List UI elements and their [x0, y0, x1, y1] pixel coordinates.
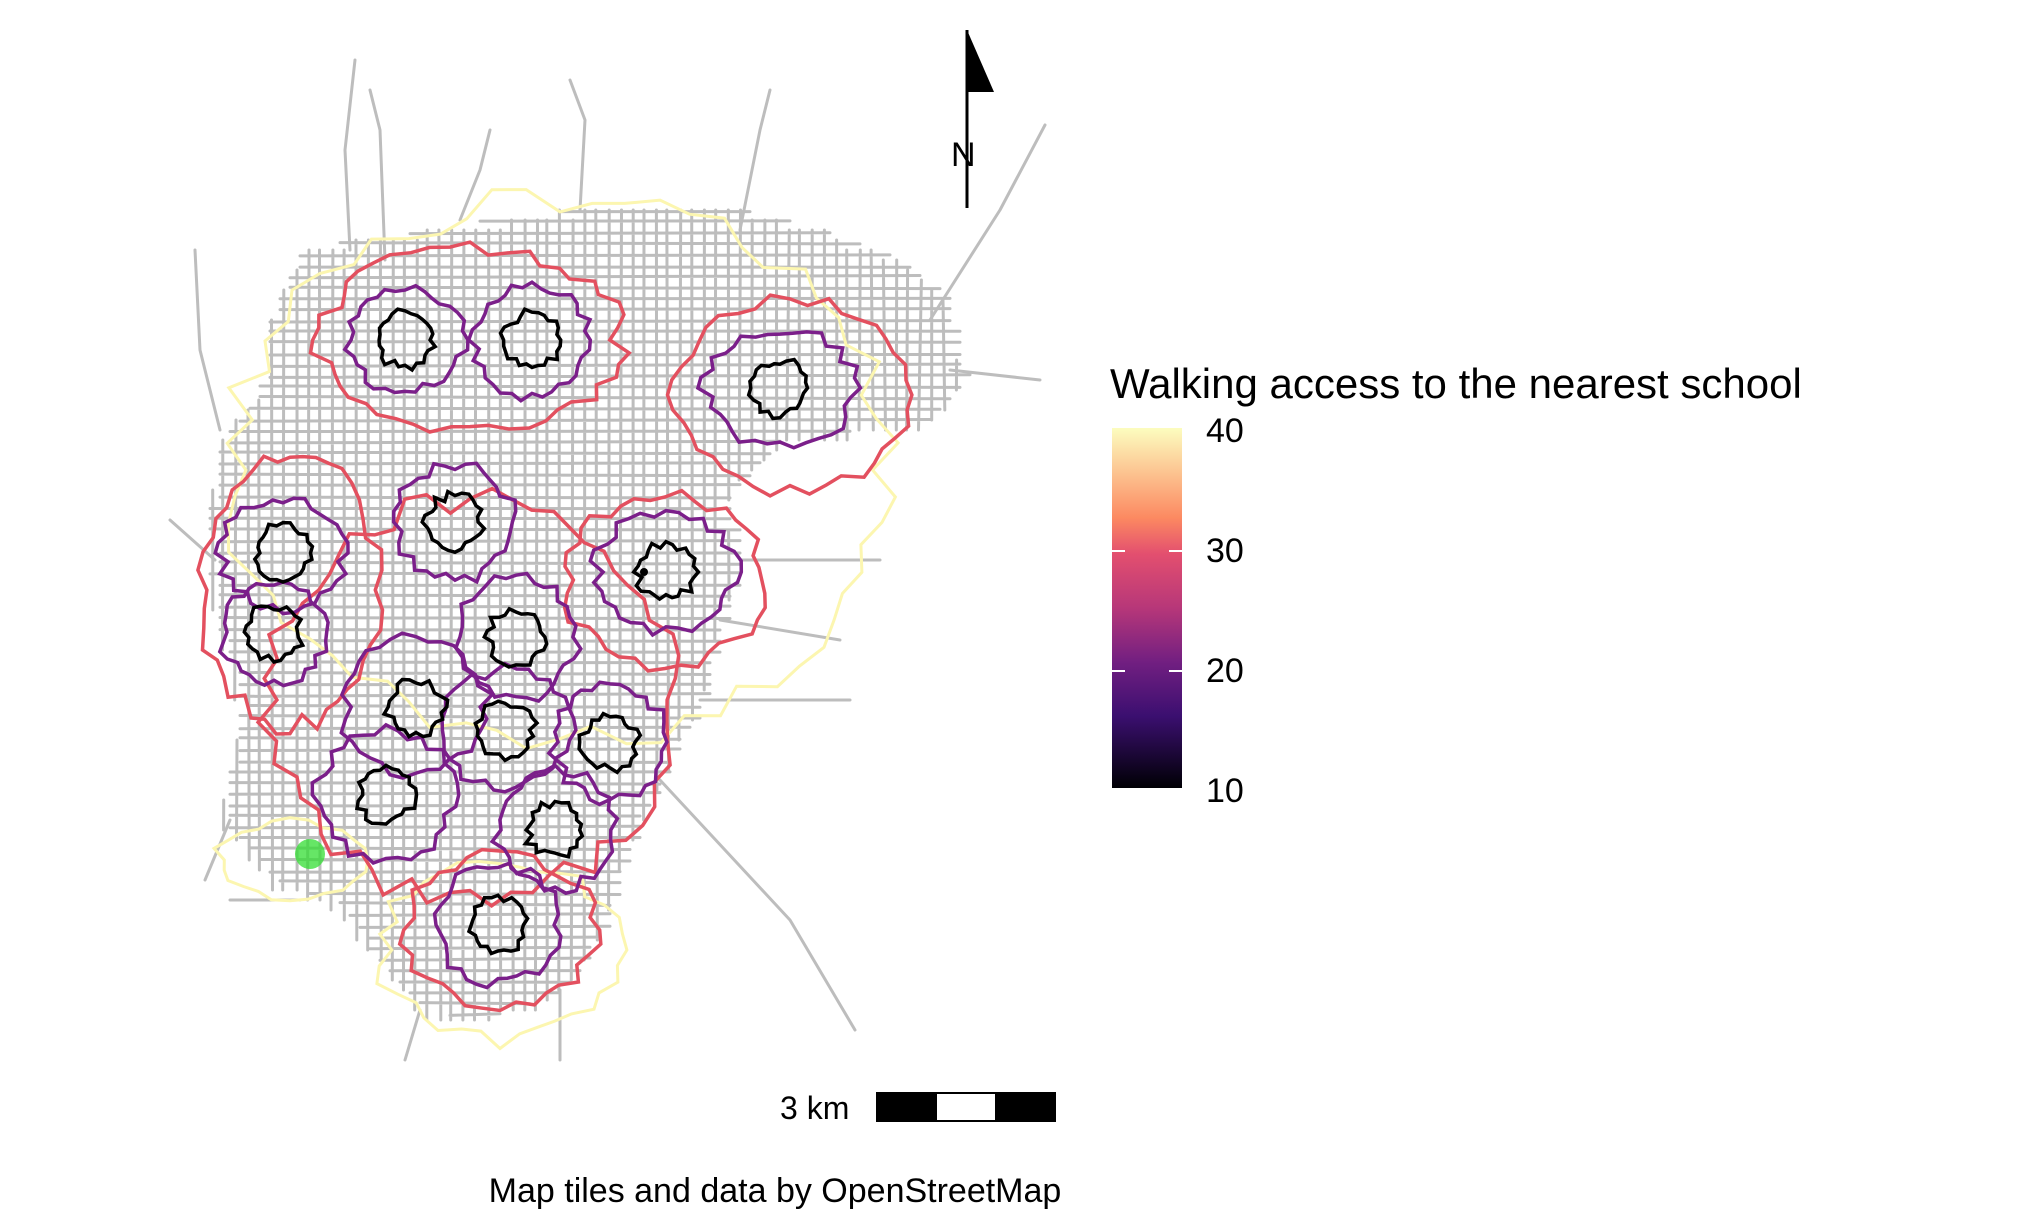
isochrone-20: [466, 280, 593, 403]
contour-10-minutes: [242, 306, 810, 956]
road-segment: [458, 128, 492, 222]
isochrone-10: [381, 677, 450, 739]
isochrone-40: [225, 188, 901, 751]
isochrone-10: [498, 306, 563, 370]
road-segment: [193, 248, 222, 432]
road-segment: [203, 818, 232, 882]
legend-colorbar: [1112, 428, 1182, 788]
contour-40-minutes: [211, 188, 901, 1051]
road-network: [168, 58, 1047, 1062]
scale-bar: [876, 1092, 1056, 1122]
north-label: N: [951, 136, 976, 174]
road-segment: [928, 123, 1047, 322]
road-segment: [343, 58, 357, 252]
isochrone-20: [695, 330, 863, 450]
isochrone-30: [562, 488, 767, 673]
isochrone-10: [377, 307, 438, 373]
isochrone-30: [665, 293, 914, 498]
north-arrow-icon: [965, 30, 994, 208]
isochrone-20: [546, 680, 669, 807]
isochrone-10: [482, 606, 549, 669]
legend-tick-label: 20: [1206, 652, 1244, 690]
isochrone-30: [308, 240, 632, 434]
isochrone-40: [375, 859, 629, 1051]
isochrone-20: [453, 571, 583, 704]
road-segment: [168, 518, 217, 562]
legend-tick-label: 10: [1206, 772, 1244, 810]
map-attribution: Map tiles and data by OpenStreetMap: [488, 1172, 1062, 1210]
road-segment: [368, 88, 387, 262]
isochrone-10: [252, 520, 315, 584]
road-segment: [718, 618, 842, 642]
isochrone-10: [522, 799, 585, 859]
road-segment: [568, 78, 587, 212]
isochrone-10: [420, 489, 487, 555]
isochrone-10: [466, 893, 530, 956]
school-point: [640, 568, 648, 576]
road-segment: [948, 368, 1042, 382]
isochrone-30: [255, 486, 681, 908]
isochrone-10: [631, 539, 701, 602]
isochrone-10: [242, 604, 306, 664]
legend-title: Walking access to the nearest school: [1110, 360, 1802, 407]
isochrone-30: [196, 454, 385, 736]
isochrone-20: [432, 861, 563, 990]
isochrone-10: [746, 357, 810, 421]
isochrone-20: [391, 461, 518, 585]
isochrone-30: [397, 847, 603, 1013]
isochrone-20: [489, 763, 620, 896]
isochrone-20: [588, 508, 744, 638]
isochrone-10: [354, 763, 419, 826]
location-marker[interactable]: [295, 839, 325, 869]
isochrone-20: [217, 580, 330, 688]
legend-tick-label: 40: [1206, 412, 1244, 450]
road-segment: [403, 1008, 422, 1062]
scale-bar-label: 3 km: [780, 1090, 850, 1126]
road-segment: [658, 778, 857, 1032]
contour-30-minutes: [196, 240, 914, 1013]
isochrone-10: [577, 711, 643, 775]
road-segment: [738, 88, 772, 232]
isochrone-10: [473, 699, 540, 763]
isochrone-20: [342, 283, 470, 395]
isochrone-20: [440, 661, 578, 794]
legend-tick-label: 30: [1206, 532, 1244, 570]
isochrone-40: [211, 816, 370, 903]
